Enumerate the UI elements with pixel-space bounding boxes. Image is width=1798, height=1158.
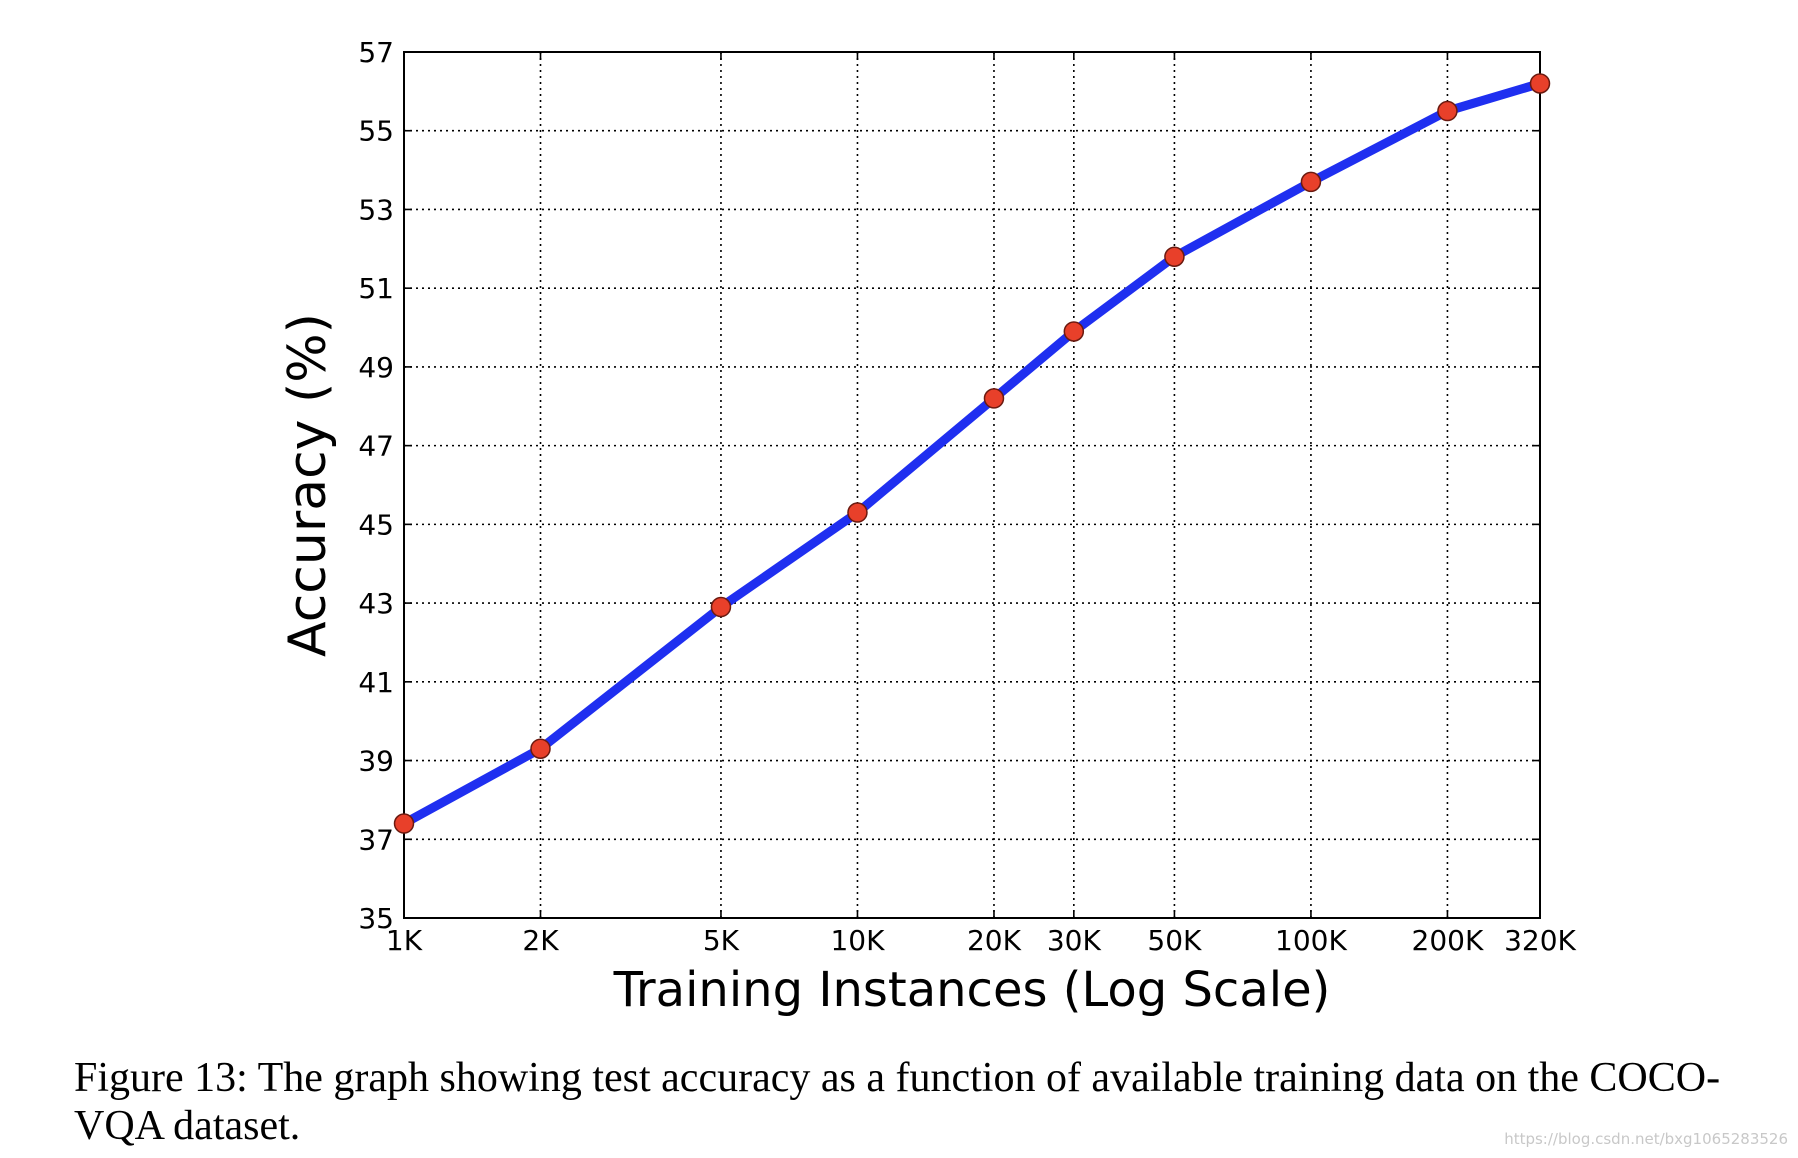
y-tick-label: 37 (358, 823, 394, 856)
y-tick-label: 57 (358, 36, 394, 69)
data-point (1529, 73, 1551, 94)
data-point (983, 388, 1005, 409)
data-point (1164, 246, 1185, 267)
x-tick-label: 320K (1504, 924, 1576, 957)
x-tick-label: 10K (830, 924, 885, 957)
x-tick-label: 30K (1047, 924, 1102, 957)
y-tick-label: 45 (358, 508, 394, 541)
y-tick-label: 51 (358, 272, 394, 305)
series-layer (393, 73, 1551, 834)
x-tick-label: 200K (1412, 924, 1484, 957)
accuracy-chart: 1K 2K 5K 10K 20K 30K 50K 100K 200K 320K 35 37 39 41 43… (278, 36, 1577, 1018)
figure-caption: Figure 13: The graph showing test accura… (74, 1055, 1721, 1149)
y-tick-label: 53 (358, 193, 394, 226)
x-tick-label: 100K (1275, 924, 1347, 957)
data-point (1300, 171, 1322, 193)
y-axis-title: Accuracy (%) (278, 313, 338, 657)
y-tick-label: 49 (358, 351, 394, 384)
y-tick-label: 43 (358, 587, 394, 620)
y-tick-label: 35 (358, 902, 394, 935)
axis-ticks (403, 51, 1541, 919)
data-point (847, 502, 868, 523)
x-tick-label: 5K (703, 924, 740, 957)
x-tick-label: 2K (522, 924, 559, 957)
y-tick-label: 39 (358, 745, 394, 778)
x-tick-label: 1K (386, 924, 423, 957)
x-tick-label: 50K (1147, 924, 1202, 957)
grid-lines (404, 52, 1540, 918)
data-point (1437, 100, 1458, 122)
y-tick-label: 47 (358, 430, 394, 463)
x-tick-label: 20K (967, 924, 1022, 957)
data-point (393, 813, 415, 834)
data-point (530, 738, 551, 759)
data-point (710, 596, 732, 618)
series-line (399, 79, 1545, 828)
watermark-url: https://blog.csdn.net/bxg1065283526 (1504, 1130, 1788, 1148)
y-tick-label: 41 (358, 666, 394, 699)
y-tick-label: 55 (358, 115, 394, 148)
tick-labels: 1K 2K 5K 10K 20K 30K 50K 100K 200K 320K 35 37 39 41 43… (358, 36, 1576, 957)
x-axis-title: Training Instances (Log Scale) (613, 962, 1331, 1018)
plot-frame (403, 51, 1541, 919)
data-point (1063, 321, 1085, 342)
